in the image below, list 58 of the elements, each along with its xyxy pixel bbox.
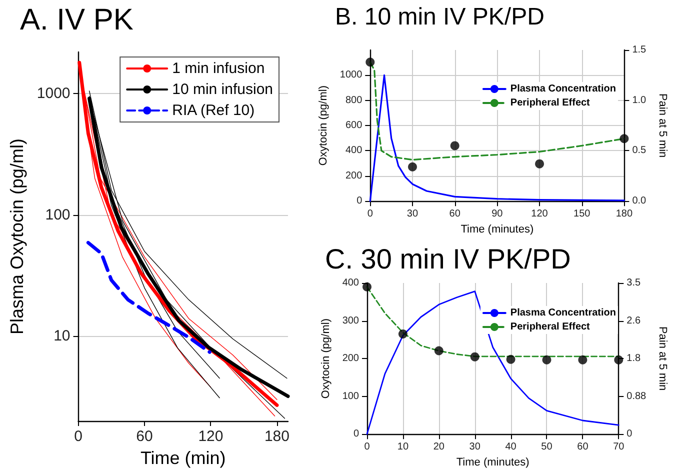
y-tick-label: 800 bbox=[345, 94, 363, 106]
legend-label: Plasma Concentration bbox=[510, 84, 616, 94]
y2-tick-label: 0.88 bbox=[626, 390, 647, 402]
x-tick-label: 90 bbox=[492, 208, 504, 220]
x-tick-label: 30 bbox=[469, 442, 481, 453]
y2-tick-label: 3.5 bbox=[626, 278, 641, 288]
legend-label: Peripheral Effect bbox=[510, 322, 591, 332]
y2-tick-label: 0.0 bbox=[632, 196, 647, 207]
x-tick-label: 120 bbox=[531, 208, 548, 220]
y-tick-label: 1000 bbox=[36, 85, 70, 102]
legend-label: 10 min infusion bbox=[172, 81, 274, 98]
y2-axis-title: Pain at 5 min bbox=[656, 326, 668, 391]
x-tick-label: 0 bbox=[74, 428, 82, 445]
y-tick-label: 600 bbox=[345, 120, 363, 132]
y-axis-title: Oxytocin (pg/ml) bbox=[320, 318, 332, 399]
x-tick-label: 60 bbox=[136, 428, 153, 445]
y-tick-label: 100 bbox=[342, 390, 360, 402]
y-axis-title: Oxytocin (pg/ml) bbox=[318, 86, 330, 166]
chart-title: B. 10 min IV PK/PD bbox=[335, 4, 544, 30]
y2-tick-label: 1.0 bbox=[632, 94, 647, 106]
y-tick-label: 400 bbox=[342, 278, 360, 288]
y2-tick-label: 1.5 bbox=[632, 44, 647, 56]
y2-tick-label: 1.8 bbox=[626, 353, 641, 364]
legend-label: Peripheral Effect bbox=[510, 98, 591, 108]
y-tick-label: 1000 bbox=[340, 70, 363, 81]
x-tick-label: 0 bbox=[367, 208, 374, 220]
y-axis-title: Plasma Oxytocin (pg/ml) bbox=[7, 138, 27, 335]
x-tick-label: 60 bbox=[577, 442, 589, 453]
y-tick-label: 10 bbox=[54, 328, 70, 345]
x-tick-label: 70 bbox=[613, 442, 625, 453]
x-tick-label: 10 bbox=[397, 442, 409, 453]
x-tick-label: 30 bbox=[406, 208, 418, 220]
y-tick-label: 300 bbox=[342, 315, 360, 326]
y2-tick-label: 2.6 bbox=[626, 315, 641, 326]
y-tick-label: 100 bbox=[45, 206, 70, 224]
x-tick-label: 60 bbox=[449, 208, 461, 220]
x-axis-title: Time (minutes) bbox=[456, 456, 530, 468]
x-tick-label: 150 bbox=[574, 208, 591, 220]
y-tick-label: 200 bbox=[342, 353, 360, 364]
y-tick-label: 400 bbox=[345, 145, 363, 156]
x-tick-label: 40 bbox=[505, 442, 517, 453]
chart-title: C. 30 min IV PK/PD bbox=[325, 244, 571, 274]
x-tick-label: 180 bbox=[264, 428, 290, 445]
y2-axis-title: Pain at 5 min bbox=[656, 93, 668, 158]
y-tick-label: 200 bbox=[345, 170, 363, 182]
legend-label: RIA (Ref 10) bbox=[172, 102, 255, 119]
x-axis-title: Time (minutes) bbox=[460, 224, 534, 236]
legend-label: 1 min infusion bbox=[172, 60, 265, 77]
x-tick-label: 50 bbox=[541, 442, 553, 453]
x-tick-label: 120 bbox=[198, 428, 224, 445]
chart-title: A. IV PK bbox=[20, 4, 134, 36]
legend-label: Plasma Concentration bbox=[510, 308, 616, 318]
y-tick-label: 0 bbox=[356, 196, 363, 207]
x-tick-label: 20 bbox=[433, 442, 445, 453]
y2-tick-label: 0.5 bbox=[632, 145, 647, 156]
x-axis-title: Time (min) bbox=[140, 448, 226, 468]
x-tick-label: 0 bbox=[364, 442, 370, 453]
x-tick-label: 180 bbox=[616, 208, 633, 220]
